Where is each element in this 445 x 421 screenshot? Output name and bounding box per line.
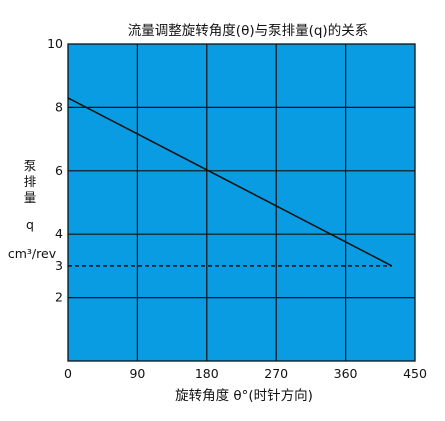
- y-axis-label-line: 泵: [24, 158, 37, 173]
- plot-area: [67, 43, 416, 362]
- x-tick-label: 90: [129, 366, 145, 381]
- y-axis-label: 泵 排 量 q cm³/rev: [8, 158, 57, 261]
- y-tick-label: 3: [55, 258, 63, 273]
- x-axis-ticks: 0 90 180 270 360 450: [64, 366, 427, 381]
- x-tick-label: 450: [403, 366, 427, 381]
- series-layer: [67, 97, 393, 267]
- y-axis-label-line: cm³/rev: [8, 246, 57, 261]
- y-tick-label: 2: [55, 290, 63, 305]
- x-tick-label: 180: [195, 366, 219, 381]
- chart-title: 流量调整旋转角度(θ)与泵排量(q)的关系: [128, 23, 368, 39]
- y-axis-label-line: 排: [24, 174, 37, 189]
- y-tick-label: 6: [55, 163, 63, 178]
- x-axis-label: 旋转角度 θ°(时针方向): [175, 388, 313, 404]
- y-tick-label: 8: [55, 99, 63, 114]
- x-tick-label: 0: [64, 366, 72, 381]
- series-line: [67, 97, 393, 267]
- x-tick-label: 270: [264, 366, 288, 381]
- y-tick-label: 4: [55, 226, 63, 241]
- y-axis-label-line: 量: [24, 190, 37, 205]
- y-tick-label: 10: [47, 36, 63, 51]
- grid-lines: [68, 44, 415, 361]
- y-axis-ticks: 10 8 6 4 3 2: [47, 36, 63, 305]
- x-tick-label: 360: [334, 366, 358, 381]
- y-axis-label-line: q: [26, 217, 34, 232]
